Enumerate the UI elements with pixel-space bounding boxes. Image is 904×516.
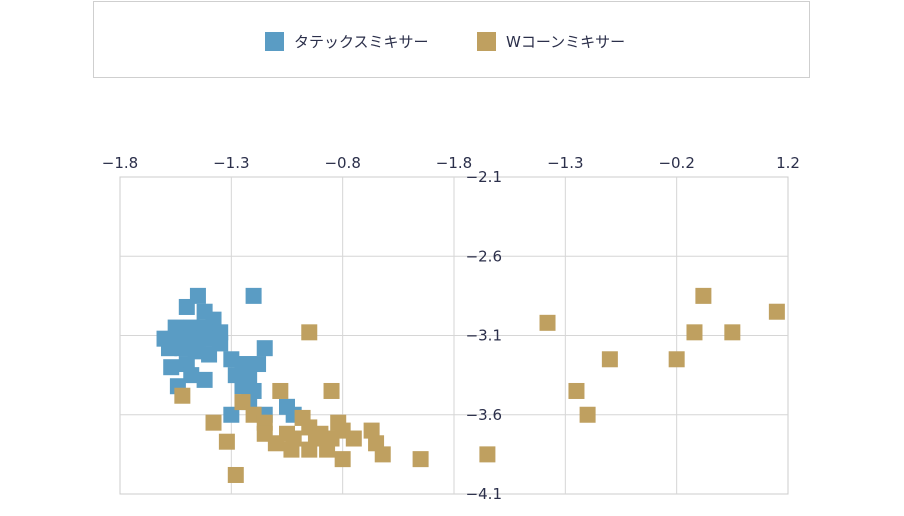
- data-point-series-1: [174, 387, 191, 404]
- data-point-series-1: [345, 430, 362, 447]
- data-point-series-0: [163, 359, 180, 376]
- legend-item-tatex[interactable]: タテックスミキサー: [265, 31, 429, 51]
- data-point-series-1: [668, 351, 685, 368]
- data-point-series-1: [301, 324, 318, 341]
- data-point-series-0: [223, 406, 240, 423]
- x-tick-label: 1.2: [776, 154, 800, 172]
- y-tick-label: −3.1: [466, 327, 502, 345]
- x-tick-labels: −1.8 −1.3 −0.8 −1.8 −1.3 −0.2 1.2: [102, 154, 800, 172]
- data-point-series-0: [201, 346, 218, 363]
- data-point-series-1: [539, 314, 556, 331]
- data-point-series-1: [283, 441, 300, 458]
- data-point-series-1: [323, 382, 340, 399]
- data-point-series-0: [245, 287, 262, 304]
- legend-swatch-tatex: [265, 31, 284, 51]
- data-point-series-1: [686, 324, 703, 341]
- data-point-series-0: [256, 340, 273, 357]
- data-point-series-1: [267, 435, 284, 452]
- x-tick-label: −1.3: [213, 154, 249, 172]
- data-point-series-1: [218, 433, 235, 450]
- y-tick-label: −3.6: [466, 406, 502, 424]
- data-point-series-1: [568, 382, 585, 399]
- data-point-series-1: [579, 406, 596, 423]
- data-point-series-1: [334, 451, 351, 468]
- x-tick-label: −0.2: [658, 154, 694, 172]
- data-point-series-1: [695, 287, 712, 304]
- legend: タテックスミキサー Wコーンミキサー: [93, 1, 810, 78]
- x-tick-label: −0.8: [324, 154, 360, 172]
- data-point-series-1: [412, 451, 429, 468]
- y-tick-label: −2.1: [466, 168, 502, 186]
- data-point-series-0: [174, 340, 191, 357]
- data-point-series-1: [724, 324, 741, 341]
- data-point-series-0: [250, 356, 267, 373]
- legend-label-tatex: タテックスミキサー: [294, 32, 429, 51]
- data-point-series-1: [272, 382, 289, 399]
- legend-swatch-wcone: [477, 31, 496, 51]
- data-point-series-1: [374, 446, 391, 463]
- data-point-series-1: [601, 351, 618, 368]
- legend-item-wcone[interactable]: Wコーンミキサー: [477, 31, 625, 51]
- data-point-series-1: [301, 441, 318, 458]
- data-point-series-1: [363, 422, 380, 439]
- y-tick-label: −2.6: [466, 247, 502, 265]
- x-tick-label: −1.3: [547, 154, 583, 172]
- data-point-series-1: [768, 303, 785, 320]
- data-point-series-1: [205, 414, 222, 431]
- x-tick-label: −1.8: [102, 154, 138, 172]
- data-point-series-1: [234, 394, 251, 411]
- x-tick-label: −1.8: [436, 154, 472, 172]
- data-point-series-0: [160, 340, 177, 357]
- data-point-series-0: [183, 367, 200, 384]
- data-point-series-0: [187, 343, 204, 360]
- data-point-series-1: [319, 441, 336, 458]
- data-points: [156, 287, 785, 483]
- data-point-series-0: [196, 371, 213, 388]
- data-point-series-1: [479, 446, 496, 463]
- data-point-series-1: [227, 466, 244, 483]
- legend-label-wcone: Wコーンミキサー: [506, 32, 626, 51]
- data-point-series-0: [178, 298, 195, 315]
- y-tick-label: −4.1: [466, 485, 502, 503]
- y-tick-labels: −2.1 −2.6 −3.1 −3.6 −4.1: [466, 168, 502, 503]
